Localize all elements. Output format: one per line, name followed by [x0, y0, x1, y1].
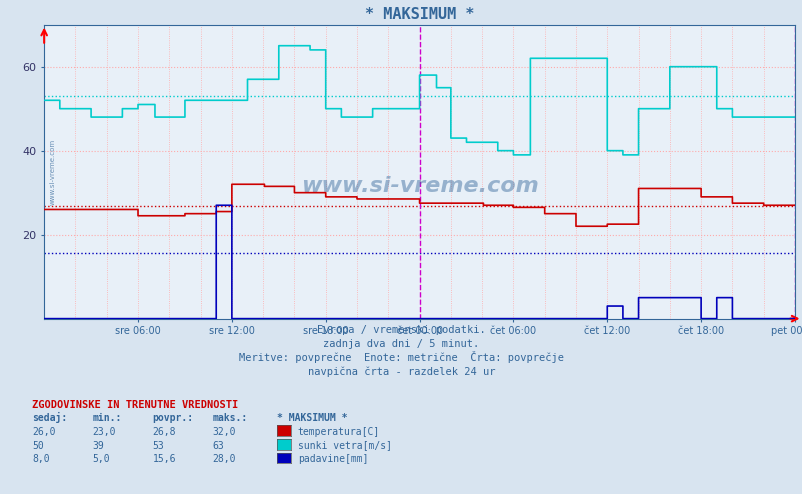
Text: povpr.:: povpr.:	[152, 413, 193, 423]
Text: Evropa / vremenski podatki.: Evropa / vremenski podatki.	[317, 326, 485, 335]
Text: * MAKSIMUM *: * MAKSIMUM *	[277, 413, 347, 423]
Text: temperatura[C]: temperatura[C]	[298, 427, 379, 437]
Text: zadnja dva dni / 5 minut.: zadnja dva dni / 5 minut.	[323, 339, 479, 349]
Text: 8,0: 8,0	[32, 454, 50, 464]
Title: * MAKSIMUM *: * MAKSIMUM *	[364, 7, 474, 22]
Text: www.si-vreme.com: www.si-vreme.com	[50, 139, 56, 205]
Text: Meritve: povprečne  Enote: metrične  Črta: povprečje: Meritve: povprečne Enote: metrične Črta:…	[239, 351, 563, 363]
Text: 50: 50	[32, 441, 44, 451]
Text: 63: 63	[213, 441, 225, 451]
Text: 23,0: 23,0	[92, 427, 115, 437]
Text: 26,8: 26,8	[152, 427, 176, 437]
Text: 5,0: 5,0	[92, 454, 110, 464]
Text: min.:: min.:	[92, 413, 122, 423]
Text: ZGODOVINSKE IN TRENUTNE VREDNOSTI: ZGODOVINSKE IN TRENUTNE VREDNOSTI	[32, 400, 238, 410]
Text: padavine[mm]: padavine[mm]	[298, 454, 368, 464]
Text: sedaj:: sedaj:	[32, 412, 67, 423]
Text: maks.:: maks.:	[213, 413, 248, 423]
Text: navpična črta - razdelek 24 ur: navpična črta - razdelek 24 ur	[307, 367, 495, 377]
Text: sunki vetra[m/s]: sunki vetra[m/s]	[298, 441, 391, 451]
Text: www.si-vreme.com: www.si-vreme.com	[300, 176, 538, 196]
Text: 26,0: 26,0	[32, 427, 55, 437]
Text: 15,6: 15,6	[152, 454, 176, 464]
Text: 53: 53	[152, 441, 164, 451]
Text: 28,0: 28,0	[213, 454, 236, 464]
Text: 32,0: 32,0	[213, 427, 236, 437]
Text: 39: 39	[92, 441, 104, 451]
